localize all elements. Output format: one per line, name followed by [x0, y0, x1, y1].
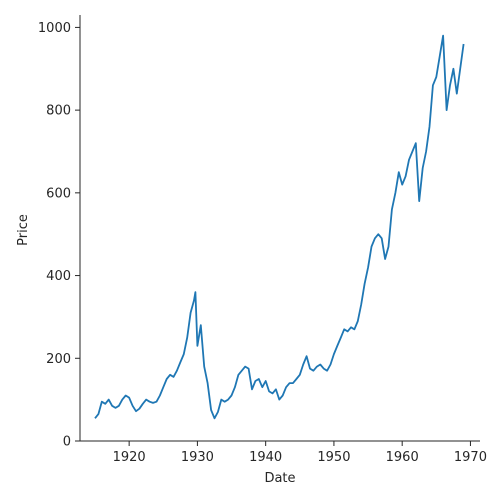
x-tick-label: 1950 [317, 450, 350, 465]
y-tick-label: 200 [46, 352, 71, 367]
x-tick-label: 1930 [181, 450, 214, 465]
y-tick-label: 800 [46, 104, 71, 119]
x-tick-label: 1970 [454, 450, 487, 465]
x-tick-label: 1920 [113, 450, 146, 465]
x-axis-ticks: 1920 1930 1940 1950 1960 1970 [113, 441, 487, 465]
y-tick-label: 0 [63, 435, 71, 450]
y-tick-label: 600 [46, 186, 71, 201]
y-tick-label: 1000 [38, 21, 71, 36]
price-series-line [94, 34, 465, 420]
y-axis-label: Price [16, 214, 31, 246]
y-tick-label: 400 [46, 269, 71, 284]
x-tick-label: 1960 [386, 450, 419, 465]
x-tick-label: 1940 [249, 450, 282, 465]
y-axis-ticks: 0 200 400 600 800 1000 [38, 21, 80, 450]
x-axis-label: Date [264, 471, 295, 486]
